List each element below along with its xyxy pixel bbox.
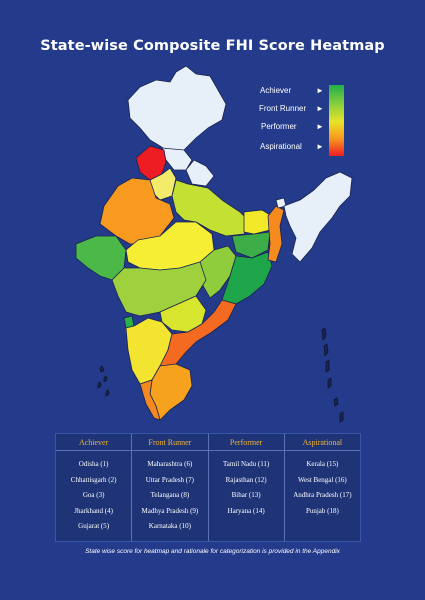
state-entry: Andhra Pradesh (17)	[293, 491, 352, 499]
legend-color-scale	[329, 85, 344, 156]
state-entry: Odisha (1)	[78, 460, 109, 468]
state-west-bengal	[267, 205, 285, 263]
state-entry: Punjab (18)	[305, 506, 339, 515]
legend-arrow-icon: ►	[316, 86, 324, 95]
state-entry: Chhattisgarh (2)	[70, 475, 117, 484]
state-north-east	[283, 171, 353, 263]
state-entry: Kerala (15)	[306, 460, 339, 468]
legend-achiever-label: Achiever	[260, 86, 292, 95]
column-header: Performer	[208, 434, 284, 451]
column-performer: Performer Tamil Nadu (11) Rajasthan (12)…	[208, 434, 285, 541]
state-entry: Haryana (14)	[227, 506, 265, 515]
state-entry: Tamil Nadu (11)	[222, 460, 270, 468]
state-entry: Madhya Pradesh (9)	[141, 506, 199, 515]
legend-front-runner-label: Front Runner	[259, 104, 307, 113]
state-entry: Jharkhand (4)	[74, 506, 113, 515]
state-entry: Maharashtra (6)	[147, 460, 193, 468]
column-aspirational: Aspirational Kerala (15) West Bengal (16…	[284, 434, 360, 541]
state-entry: Telangana (8)	[150, 491, 190, 499]
legend-arrow-icon: ►	[316, 122, 324, 131]
state-entry: Rajasthan (12)	[225, 475, 267, 484]
state-uttarakhand	[185, 159, 215, 187]
state-jharkhand	[231, 231, 271, 259]
lakshadweep-islands	[97, 365, 110, 397]
state-entry: Bihar (13)	[231, 491, 261, 499]
legend-arrow-icon: ►	[316, 104, 324, 113]
state-entry: West Bengal (16)	[297, 475, 347, 484]
column-header: Aspirational	[284, 434, 360, 451]
state-kerala	[139, 379, 161, 421]
state-maharashtra	[111, 261, 207, 317]
legend-arrow-icon: ►	[316, 142, 324, 151]
state-entry: Gujarat (5)	[78, 522, 110, 530]
category-table: Achiever Odisha (1) Chhattisgarh (2) Goa…	[55, 433, 361, 542]
andaman-islands	[321, 327, 344, 423]
state-himachal	[161, 147, 193, 171]
state-punjab	[135, 145, 167, 181]
state-entry: Goa (3)	[82, 491, 105, 499]
column-front-runner: Front Runner Maharashtra (6) Uttar Prade…	[132, 434, 209, 541]
legend-performer-label: Performer	[261, 122, 297, 131]
state-bihar	[243, 209, 273, 235]
legend-aspirational-label: Aspirational	[260, 142, 302, 151]
column-achiever: Achiever Odisha (1) Chhattisgarh (2) Goa…	[56, 434, 133, 541]
page-title: State-wise Composite FHI Score Heatmap	[40, 38, 385, 54]
column-header: Front Runner	[132, 434, 208, 451]
state-jammu-kashmir-ladakh	[127, 65, 227, 154]
state-entry: Karnataka (10)	[148, 522, 191, 530]
state-entry: Uttar Pradesh (7)	[145, 475, 194, 484]
footnote: State wise score for heatmap and rationa…	[85, 548, 340, 555]
column-header: Achiever	[56, 434, 132, 451]
